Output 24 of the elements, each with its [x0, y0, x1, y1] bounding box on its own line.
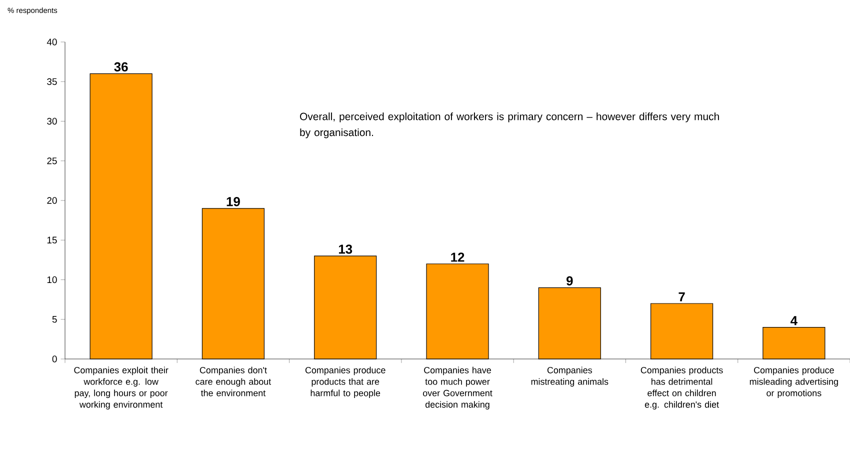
data-label: 7 [678, 292, 685, 302]
x-tick-label: Companies produce products that are harmful to people [305, 366, 386, 398]
x-tick-label: Companies mistreating animals [531, 366, 608, 387]
y-tick-label: 40 [46, 38, 57, 46]
x-tick-label: Companies have too much power over Government decision making [423, 366, 492, 410]
data-label: 9 [566, 276, 573, 286]
y-tick-label: 30 [47, 118, 57, 125]
y-tick-label: 35 [47, 78, 57, 85]
y-tick-label: 15 [47, 236, 57, 244]
data-label: 13 [338, 244, 352, 254]
x-tick-label: Companies don't care enough about the environment [196, 366, 272, 396]
y-tick-label: 20 [47, 197, 57, 204]
x-tick-label: Companies exploit their workforce e.g. low pay, long hours or poor working environment [74, 366, 168, 410]
x-tick-label: Companies produce misleading advertising or promotions [750, 366, 838, 398]
data-label: 36 [114, 62, 128, 72]
data-label: 4 [790, 316, 798, 326]
data-label: 12 [451, 252, 464, 262]
y-tick-label: 10 [47, 276, 57, 284]
y-tick-label: 25 [47, 158, 57, 164]
y-tick-label: 5 [52, 316, 57, 323]
y-tick-label: 0 [52, 356, 57, 362]
annotation: Overall, perceived exploitation of workers is primary concern – however differs very much by organisation. [300, 112, 719, 138]
x-tick-label: Companies products has detrimental effect on children e.g. children's diet [640, 366, 723, 410]
data-label: 19 [226, 197, 240, 206]
